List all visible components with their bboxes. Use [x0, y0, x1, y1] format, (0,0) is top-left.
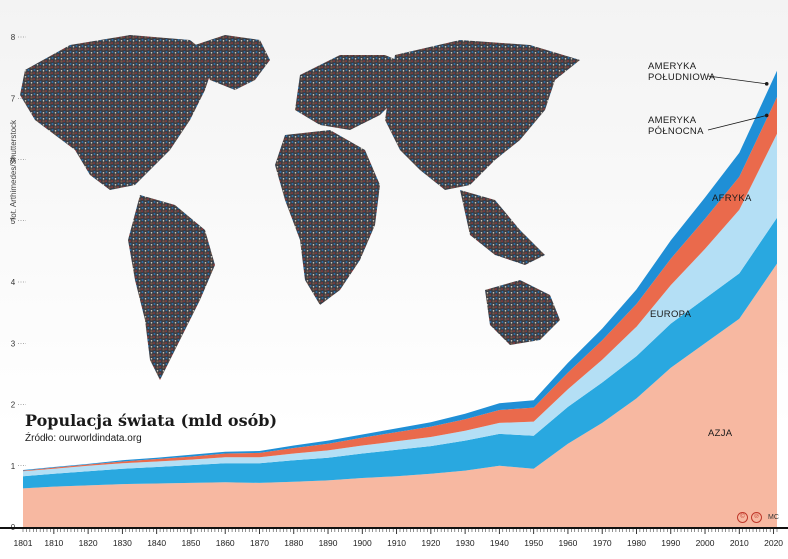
x-tick-label: 1910: [387, 538, 406, 548]
y-tick-label: 2: [11, 401, 16, 410]
label-ameryka-p-nocna-2: AMERYKA: [648, 115, 697, 126]
source-note: Źródło: ourworldindata.org: [25, 433, 142, 444]
label-europa-5: EUROPA: [650, 309, 692, 320]
series-labels: AMERYKAPOŁUDNIOWAAMERYKAPÓŁNOCNAAFRYKAEU…: [648, 61, 769, 439]
x-tick-label: 1920: [421, 538, 440, 548]
label-ameryka-po-udniowa-0: AMERYKA: [648, 61, 697, 72]
x-tick-label: 1990: [661, 538, 680, 548]
chart-title: Populacja świata (mld osób): [25, 411, 278, 430]
y-axis: 012345678: [11, 33, 26, 532]
x-tick-label: 1950: [524, 538, 543, 548]
x-tick-label: 1870: [250, 538, 269, 548]
y-tick-label: 8: [11, 33, 16, 42]
leader-line-ameryka-polnocna: [707, 115, 767, 131]
y-tick-label: 4: [11, 278, 16, 287]
x-tick-label: 1900: [353, 538, 372, 548]
world-map-photo: [0, 0, 788, 430]
leader-dot-ameryka-poludniowa: [764, 82, 769, 86]
label-ameryka-po-udniowa-1: POŁUDNIOWA: [648, 72, 716, 83]
x-tick-label: 1830: [113, 538, 132, 548]
y-tick-label: 6: [11, 156, 16, 165]
continents-crowd: [20, 35, 580, 380]
x-tick-label: 2020: [764, 538, 783, 548]
x-tick-label: 2010: [730, 538, 749, 548]
leader-line-ameryka-poludniowa: [707, 75, 767, 85]
leader-dot-ameryka-polnocna: [764, 113, 769, 118]
author-initials: MC: [768, 514, 779, 521]
area-europa: [23, 217, 777, 489]
x-tick-label: 1880: [284, 538, 303, 548]
y-tick-label: 5: [11, 217, 16, 226]
area-layers: [23, 70, 777, 527]
label-afryka-4: AFRYKA: [712, 193, 752, 204]
license-badge: © ℗ MC: [737, 512, 779, 523]
x-axis-line: [0, 527, 788, 529]
x-tick-label: 1960: [558, 538, 577, 548]
label-azja-6: AZJA: [708, 428, 733, 439]
x-tick-label: 1801: [14, 538, 33, 548]
label-ameryka-p-nocna-3: PÓŁNOCNA: [648, 126, 704, 137]
x-tick-label: 1810: [44, 538, 63, 548]
x-tick-label: 1940: [490, 538, 509, 548]
area-azja: [23, 263, 777, 527]
photo-credit: fot. Arthimedes/Shutterstock: [9, 119, 18, 220]
copyright-icon: ©: [737, 512, 748, 523]
x-tick-label: 1970: [593, 538, 612, 548]
area-afryka: [23, 133, 777, 477]
x-tick-label: 1890: [319, 538, 338, 548]
y-tick-label: 1: [11, 462, 16, 471]
x-tick-label: 1930: [456, 538, 475, 548]
x-tick-label: 1860: [216, 538, 235, 548]
x-tick-label: 1850: [181, 538, 200, 548]
x-tick-label: 1980: [627, 538, 646, 548]
x-tick-label: 2000: [696, 538, 715, 548]
paragraph-icon: ℗: [751, 512, 762, 523]
x-axis: 1801 1810 1820 1830 1840 1850 1860 1870 1880 1890…: [0, 527, 788, 548]
x-tick-label: 1820: [79, 538, 98, 548]
x-tick-label: 1840: [147, 538, 166, 548]
y-tick-label: 3: [11, 339, 16, 348]
y-tick-label: 7: [11, 94, 16, 103]
